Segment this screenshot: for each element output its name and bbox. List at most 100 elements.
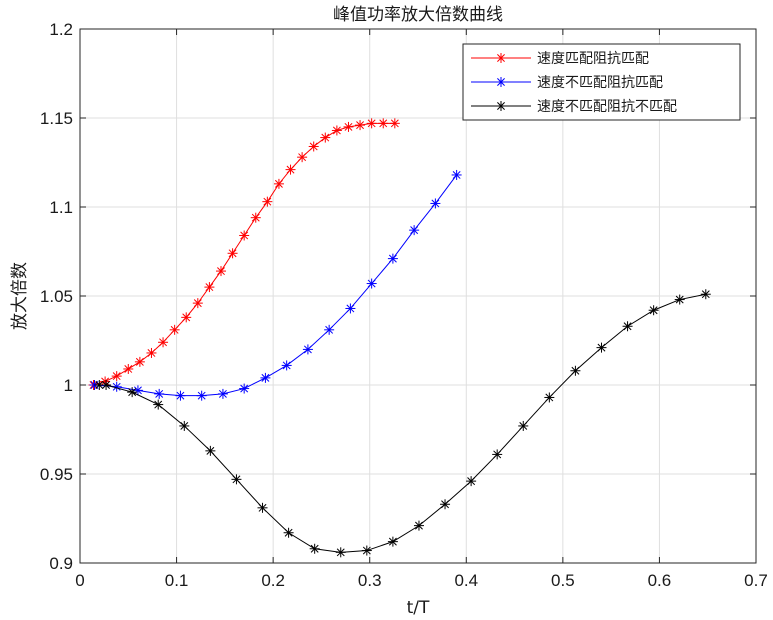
data-point <box>153 399 164 410</box>
data-point <box>335 547 346 558</box>
data-point <box>413 520 424 531</box>
data-point <box>366 278 377 289</box>
series-line <box>93 122 395 386</box>
data-point <box>285 164 296 175</box>
data-point <box>260 372 271 383</box>
data-point <box>127 387 138 398</box>
y-axis-title: 放大倍数 <box>10 262 30 330</box>
data-point <box>440 499 451 510</box>
data-point <box>134 356 145 367</box>
data-point <box>181 312 192 323</box>
legend-label: 速度不匹配阻抗不匹配 <box>537 99 677 115</box>
data-point <box>674 294 685 305</box>
data-point <box>204 282 215 293</box>
ticks: 0 0.1 0.2 0.3 0.4 0.5 0.6 0.7 0.9 0.95 1 1.05 1.1 1.1… <box>40 20 768 590</box>
data-point <box>273 178 284 189</box>
y-tick-label: 0.95 <box>40 465 73 484</box>
legend-item: 速度不匹配阻抗不匹配 <box>471 99 677 115</box>
x-axis-title: t/T <box>407 598 430 618</box>
data-point <box>492 449 503 460</box>
data-point <box>345 303 356 314</box>
data-point <box>205 445 216 456</box>
data-point <box>123 363 134 374</box>
legend-marker <box>496 101 506 111</box>
y-tick-label: 0.9 <box>49 554 73 573</box>
data-point <box>175 390 186 401</box>
data-point <box>308 141 319 152</box>
y-tick-label: 1.2 <box>49 20 73 39</box>
data-point <box>215 266 226 277</box>
data-point <box>257 502 268 513</box>
data-point <box>227 248 238 259</box>
series-3 <box>94 289 711 558</box>
data-point <box>361 545 372 556</box>
data-point <box>111 371 122 382</box>
data-point <box>518 420 529 431</box>
data-point <box>192 298 203 309</box>
data-point <box>331 125 342 136</box>
data-point <box>466 476 477 487</box>
chart-title: 峰值功率放大倍数曲线 <box>333 5 503 25</box>
data-point <box>297 152 308 163</box>
data-point <box>366 118 377 129</box>
series-line <box>99 293 706 553</box>
legend-label: 速度不匹配阻抗匹配 <box>537 75 663 91</box>
series-2 <box>89 169 462 401</box>
data-point <box>387 253 398 264</box>
data-point <box>570 365 581 376</box>
data-point <box>262 196 273 207</box>
x-tick-label: 0.5 <box>551 571 575 590</box>
y-tick-label: 1.15 <box>40 109 73 128</box>
data-point <box>196 390 207 401</box>
data-point <box>101 380 112 390</box>
data-point <box>324 324 335 335</box>
series-line <box>94 174 458 397</box>
data-point <box>111 381 122 392</box>
y-tick-label: 1 <box>64 376 73 395</box>
data-point <box>389 118 400 129</box>
data-point <box>132 385 143 396</box>
data-point <box>309 543 320 554</box>
series-layer <box>88 118 711 558</box>
data-point <box>387 536 398 547</box>
data-point <box>648 305 659 316</box>
data-point <box>451 169 462 180</box>
x-tick-label: 0 <box>75 571 84 590</box>
data-point <box>281 360 292 371</box>
data-point <box>409 225 420 236</box>
legend-item: 速度不匹配阻抗匹配 <box>471 75 663 91</box>
data-point <box>430 198 441 209</box>
x-tick-label: 0.1 <box>165 571 189 590</box>
data-point <box>343 121 354 132</box>
data-point <box>217 388 228 399</box>
legend-item: 速度匹配阻抗匹配 <box>471 51 649 67</box>
data-point <box>158 337 169 348</box>
x-tick-label: 0.3 <box>358 571 382 590</box>
series-1 <box>88 118 400 390</box>
data-point <box>154 388 165 399</box>
data-point <box>169 324 180 335</box>
x-tick-label: 0.7 <box>744 571 768 590</box>
data-point <box>378 118 389 129</box>
data-point <box>250 212 261 223</box>
data-point <box>622 321 633 332</box>
legend-marker <box>496 77 506 87</box>
legend-label: 速度匹配阻抗匹配 <box>537 51 649 67</box>
data-point <box>239 230 250 241</box>
x-tick-label: 0.2 <box>261 571 285 590</box>
data-point <box>231 474 242 485</box>
data-point <box>596 342 607 353</box>
data-point <box>179 420 190 431</box>
y-tick-label: 1.05 <box>40 287 73 306</box>
data-point <box>302 344 313 355</box>
data-point <box>355 120 366 131</box>
data-point <box>320 132 331 143</box>
data-point <box>544 392 555 403</box>
y-tick-label: 1.1 <box>49 198 73 217</box>
x-tick-label: 0.4 <box>454 571 478 590</box>
data-point <box>146 347 157 358</box>
data-point <box>700 289 711 300</box>
x-tick-label: 0.6 <box>648 571 672 590</box>
